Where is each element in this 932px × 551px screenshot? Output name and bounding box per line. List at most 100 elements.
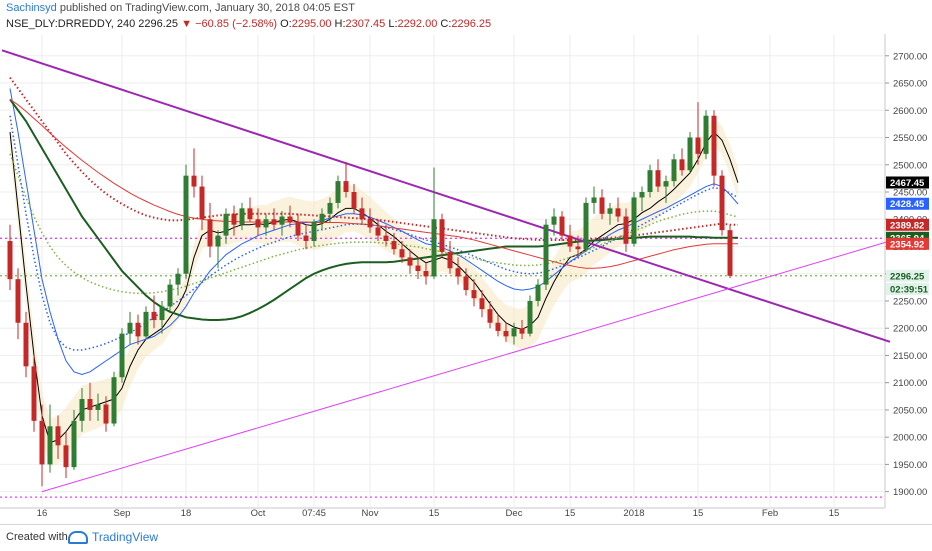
moving-average-line [9,131,739,444]
candle-body [183,175,189,274]
candle-body [479,298,485,310]
candle-body [439,219,445,252]
cloud-icon [68,531,88,545]
candle-body [575,246,581,250]
candle-body [519,328,525,334]
candle-body [495,322,501,331]
candle-body [55,426,61,446]
price-label-text: 2428.45 [890,199,925,210]
low-label: L: [388,18,398,30]
candle-body [535,284,541,301]
footer: Created with TradingView [0,524,932,551]
price-label-badge [886,197,929,210]
candle-body [399,249,405,258]
candle-body [159,306,165,321]
candle-body [287,216,293,222]
price-tick-label: 2650.00 [893,79,927,90]
time-tick-label: 15 [565,508,576,518]
price-change: −60.85 (−2.58%) [195,18,278,30]
candle-body [695,137,701,154]
candle-body [327,202,333,214]
candle-body [191,175,197,187]
time-tick-label: Sep [114,508,131,518]
candle-body [223,213,229,236]
candle-body [351,192,357,209]
price-label-text: 2389.82 [890,220,924,231]
price-tick-label: 2450.00 [893,188,927,199]
bollinger-band [10,113,738,467]
candle-body [631,197,637,244]
trendline [41,240,891,493]
price-tick-label: 2500.00 [893,160,927,171]
price-tick-label: 2200.00 [893,324,927,335]
time-tick-label: 18 [181,508,192,518]
symbol-name[interactable]: NSE_DLY:DRREDDY, 240 [6,18,136,30]
down-arrow-icon: ▼ [181,18,192,30]
candle-body [271,219,277,225]
candle-body [447,251,453,269]
time-tick-label: 15 [693,508,704,518]
author-link[interactable]: Sachinsyd [6,2,57,14]
candle-body [647,170,653,192]
candle-body [583,202,589,250]
brand-name: TradingView [92,530,159,544]
candle-body [559,216,565,236]
candle-body [39,420,45,465]
price-label-badge [886,282,929,295]
candle-body [487,309,493,323]
candle-body [263,219,269,228]
price-label-text: 02:39:51 [890,284,929,295]
moving-average-line [9,88,739,376]
candle-body [231,213,237,225]
candle-body [127,322,133,334]
candle-body [207,219,213,247]
candle-body [15,279,21,323]
time-tick-label: 15 [829,508,840,518]
time-tick-label: 07:45 [302,508,326,518]
time-tick-label: 2018 [623,508,644,518]
candle-body [319,213,325,222]
candle-body [727,230,733,276]
candle-body [119,333,125,378]
time-tick-label: Feb [762,508,778,518]
high-label: H: [334,18,346,30]
price-label-badge [886,218,929,231]
price-label-badge [886,176,929,189]
candle-body [599,197,605,214]
candle-body [407,257,413,266]
time-tick-label: Oct [251,508,266,518]
price-tick-label: 1950.00 [893,460,927,471]
price-label-badge [886,269,929,282]
candle-body [639,192,645,198]
price-tick-label: 2700.00 [893,51,927,62]
price-chart[interactable]: 1900.00 1950.00 2000.00 2050.00 2100.00 2150.… [0,34,932,518]
candle-body [423,271,429,277]
candle-body [47,426,53,465]
created-with-text: Created with [6,531,68,543]
last-price: 2296.25 [138,18,179,30]
candle-body [527,300,533,334]
candle-body [23,322,29,367]
candle-body [311,221,317,242]
moving-average-line [9,76,738,241]
low-value: 2292.00 [397,18,438,30]
price-label-text: 2296.25 [890,271,925,282]
candle-body [247,208,253,220]
candle-body [279,216,285,225]
candle-body [63,445,69,468]
time-tick-label: 16 [37,508,48,518]
candle-body [591,197,597,203]
candle-body [567,235,573,247]
candle-body [151,311,157,321]
candle-body [375,227,381,236]
candle-body [143,311,149,337]
candle-body [79,399,85,421]
candle-body [111,377,117,424]
symbol-info: NSE_DLY:DRREDDY, 240 2296.25 ▼ −60.85 (−… [6,18,491,30]
candle-body [687,137,693,171]
time-tick-label: Nov [362,508,379,518]
moving-average-line [9,98,738,269]
candle-body [87,399,93,410]
tradingview-logo[interactable]: TradingView [68,530,159,545]
candle-body [295,221,301,236]
